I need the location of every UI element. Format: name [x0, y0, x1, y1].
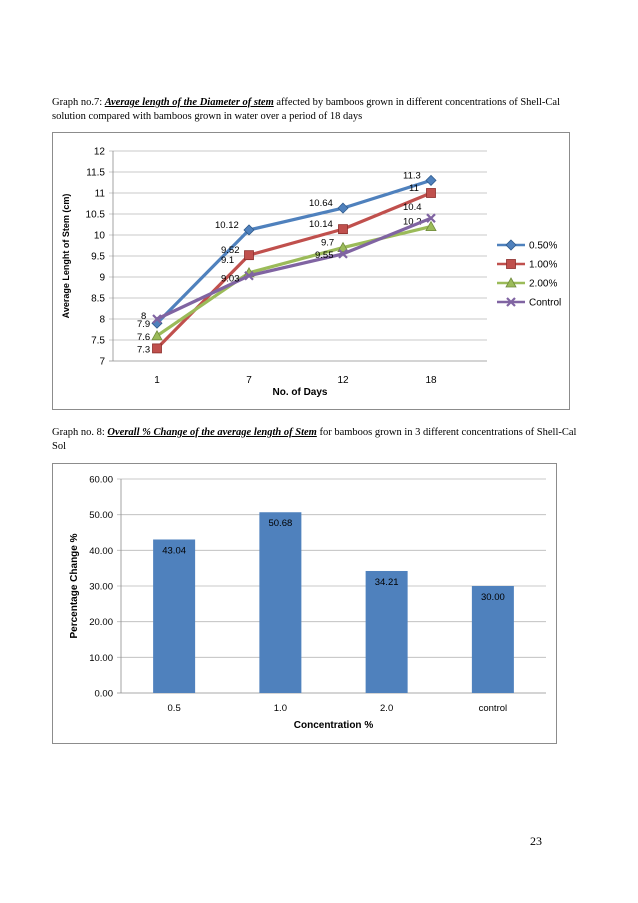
y-tick-label: 11.5 [86, 168, 105, 179]
data-point [244, 250, 254, 261]
x-tick-label: 1 [154, 375, 160, 386]
data-point [337, 202, 349, 214]
data-label: 8 [141, 311, 146, 322]
series-line [155, 178, 432, 325]
y-tick-label: 10.00 [89, 653, 113, 664]
data-label: 10.2 [403, 217, 422, 228]
series-line [156, 216, 432, 321]
data-point [152, 343, 162, 354]
y-tick-label: 7.5 [91, 336, 105, 347]
data-label: 7.9 [137, 319, 150, 330]
legend-label: 1.00% [529, 260, 557, 271]
bar-value-label: 34.21 [375, 577, 399, 588]
graph7-caption-rest: affected by bamboos grown in different c… [52, 97, 561, 122]
data-point [426, 213, 436, 223]
data-label: 10.12 [215, 220, 239, 231]
data-point [152, 314, 162, 324]
legend-label: Control [529, 298, 561, 309]
bar-chart: 0.00 10.00 20.00 30.00 40.00 50.00 60.00 43.04 0… [69, 475, 546, 731]
data-point [337, 241, 349, 252]
x-tick-label: control [479, 703, 508, 714]
graph7-caption-emphasis-1: Average length of the [104, 97, 200, 108]
y-tick-label: 0.00 [95, 689, 114, 700]
graph8-caption-prefix: Graph no. 8: [52, 427, 108, 438]
graph8-caption-emphasis: Overall % Change of the average length o… [107, 427, 317, 438]
line-chart-container: 7 7.5 8 8.5 9 9.5 10 10.5 11 11.5 12 1 7 12 18 No. of D… [52, 132, 570, 410]
x-tick-label: 12 [337, 375, 349, 386]
page-number: 23 [530, 834, 542, 848]
y-tick-label: 12 [94, 147, 106, 158]
data-label: 10.14 [309, 219, 333, 230]
bar [365, 570, 408, 693]
data-point [244, 270, 254, 281]
graph7-caption: Graph no.7: Average length of the Diamet… [52, 96, 582, 124]
y-tick-label: 20.00 [89, 617, 113, 628]
data-point [425, 174, 437, 186]
x-tick-label: 1.0 [274, 703, 287, 714]
legend-marker [506, 259, 516, 269]
data-label: 9.03 [221, 274, 240, 285]
data-label: 7.3 [137, 344, 150, 355]
data-point [425, 220, 437, 231]
data-label: 11.3 [403, 170, 421, 181]
data-point [426, 188, 436, 198]
bar [153, 539, 196, 693]
x-axis-title: Concentration % [294, 720, 374, 731]
series-line [155, 191, 432, 350]
y-tick-label: 8 [99, 315, 105, 326]
graph7-caption-emphasis-2: Diameter of stem [199, 97, 274, 108]
data-point [151, 329, 163, 341]
x-tick-label: 2.0 [380, 703, 393, 714]
data-label: 11 [409, 183, 419, 194]
x-axis-title: No. of Days [272, 387, 327, 398]
series-control: 8 9.03 9.55 10.4 [141, 202, 436, 324]
bar-value-label: 50.68 [268, 518, 292, 529]
series-1.00pct: 7.3 9.52 10.14 11 [137, 183, 436, 355]
y-tick-label: 8.5 [91, 294, 105, 305]
legend-marker [505, 239, 517, 251]
legend-label: 2.00% [529, 279, 557, 290]
bar-value-label: 30.00 [481, 592, 505, 603]
data-label: 9.55 [315, 250, 334, 261]
y-tick-label: 50.00 [89, 510, 113, 521]
data-label: 10.64 [309, 198, 333, 209]
bar [259, 512, 302, 693]
y-axis-title: Percentage Change % [69, 533, 80, 638]
y-tick-label: 11 [95, 189, 106, 200]
legend-marker [506, 297, 516, 307]
data-label: 7.6 [137, 332, 150, 343]
bar-chart-container: 0.00 10.00 20.00 30.00 40.00 50.00 60.00 43.04 0… [52, 463, 557, 744]
legend-label: 0.50% [529, 241, 557, 252]
x-tick-label: 18 [425, 375, 437, 386]
y-tick-label: 10.5 [86, 210, 106, 221]
y-tick-label: 9.5 [91, 252, 105, 263]
x-tick-label: 0.5 [168, 703, 181, 714]
data-label: 9.7 [321, 238, 334, 249]
legend: 0.50% 1.00% 2.00% Control [497, 239, 561, 309]
data-label: 9.52 [221, 245, 240, 256]
data-point [243, 224, 255, 236]
legend-marker [505, 277, 517, 288]
y-tick-label: 30.00 [89, 582, 113, 593]
data-point [338, 249, 348, 259]
y-tick-label: 9 [99, 273, 105, 284]
data-label: 10.4 [403, 202, 422, 213]
data-point [338, 224, 348, 235]
y-axis-title: Average Lenght of Stem (cm) [61, 194, 71, 319]
data-label: 9.1 [221, 255, 234, 266]
x-tick-label: 7 [246, 375, 252, 386]
graph8-caption-rest: for bamboos grown in 3 different concent… [52, 427, 577, 452]
graph7-caption-prefix: Graph no.7: [52, 97, 105, 108]
series-0.50pct: 7.9 10.12 10.64 11.3 [137, 170, 437, 330]
y-tick-label: 7 [99, 357, 105, 368]
y-tick-label: 60.00 [89, 475, 113, 486]
graph8-caption: Graph no. 8: Overall % Change of the ave… [52, 426, 582, 454]
bar-value-label: 43.04 [162, 545, 186, 556]
bar [471, 586, 514, 693]
line-chart: 7 7.5 8 8.5 9 9.5 10 10.5 11 11.5 12 1 7 12 18 No. of D… [61, 147, 561, 399]
y-tick-label: 10 [94, 231, 106, 242]
y-tick-label: 40.00 [89, 546, 113, 557]
